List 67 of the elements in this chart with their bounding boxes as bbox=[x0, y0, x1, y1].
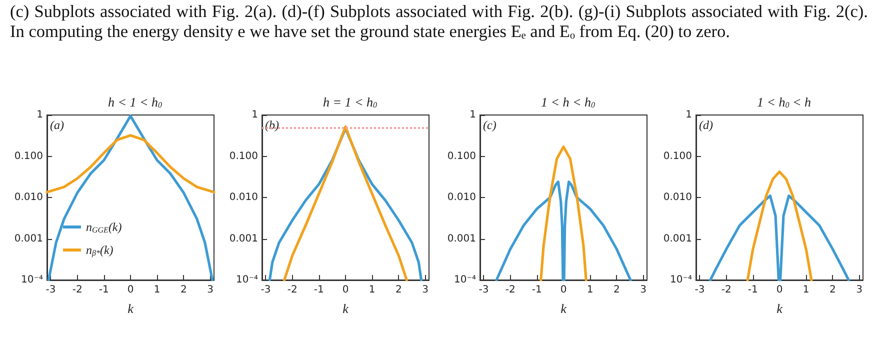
line-series bbox=[495, 180, 632, 282]
x-tick-label: 1 bbox=[586, 284, 594, 296]
y-tick-label: 0.100 bbox=[663, 150, 692, 162]
y-tick-label: 1 bbox=[470, 110, 476, 120]
y-tick-label: 0.100 bbox=[14, 150, 43, 162]
x-tick-label: 2 bbox=[180, 284, 187, 296]
x-tick-label: 0 bbox=[342, 284, 349, 296]
annotation: (c) bbox=[483, 118, 496, 132]
x-tick-label: -3 bbox=[478, 284, 489, 296]
x-axis-title: k bbox=[560, 301, 567, 316]
chart-title: h = 1 < h0 bbox=[322, 94, 378, 110]
x-tick-label: -3 bbox=[694, 284, 705, 296]
chart-title: h < 1 < h0 bbox=[108, 94, 162, 110]
x-tick-label: 1 bbox=[368, 284, 376, 296]
line-series bbox=[540, 145, 588, 282]
x-tick-label: -1 bbox=[314, 284, 324, 296]
x-tick-label: 3 bbox=[207, 284, 214, 296]
x-tick-label: 2 bbox=[613, 284, 620, 296]
x-tick-label: 0 bbox=[127, 284, 134, 296]
annotation: (d) bbox=[699, 118, 713, 132]
x-axis-title: k bbox=[342, 301, 349, 316]
y-tick-label: 0.001 bbox=[229, 233, 258, 244]
x-tick-label: -1 bbox=[98, 284, 109, 296]
x-tick-label: 3 bbox=[422, 284, 428, 296]
y-tick-label: 1 bbox=[252, 110, 258, 120]
y-tick-label: 0.010 bbox=[229, 192, 258, 203]
x-tick-label: -2 bbox=[287, 284, 298, 296]
y-tick-label: 10⁻⁴ bbox=[670, 274, 692, 286]
y-tick-label: 10⁻⁴ bbox=[20, 274, 43, 286]
x-tick-label: 0 bbox=[560, 284, 567, 296]
y-tick-label: 0.010 bbox=[447, 192, 476, 203]
y-tick-label: 0.001 bbox=[447, 233, 476, 244]
text: (c) Subplots associated with Fig. 2(a). (d)-(f) Subplots associated with Fig. 2(b). (g)-(i) Subplots associated with Fig. 2(c). In computing the energy density e we have set the ground state energies Eₑ and Eₒ from Eq. (20) to zero. bbox=[10, 2, 868, 42]
x-tick-label: -2 bbox=[721, 284, 732, 296]
x-tick-label: -1 bbox=[748, 284, 758, 296]
x-tick-label: 2 bbox=[395, 284, 402, 296]
x-tick-label: 1 bbox=[154, 284, 160, 296]
y-tick-label: 0.010 bbox=[663, 192, 692, 203]
x-tick-label: 0 bbox=[776, 284, 783, 296]
y-tick-label: 0.001 bbox=[663, 233, 692, 244]
x-tick-label: -3 bbox=[46, 284, 56, 296]
line-series bbox=[46, 134, 216, 194]
chart-title: 1 < h < h0 bbox=[540, 94, 596, 110]
line-series bbox=[283, 125, 408, 282]
y-tick-label: 0.010 bbox=[14, 192, 43, 203]
line-series bbox=[746, 170, 813, 282]
x-axis-title: k bbox=[128, 301, 134, 316]
x-tick-label: -2 bbox=[72, 284, 82, 296]
annotation: (a) bbox=[50, 118, 64, 132]
y-tick-label: 0.100 bbox=[447, 150, 476, 162]
x-tick-label: -3 bbox=[260, 284, 271, 296]
x-tick-label: 3 bbox=[856, 284, 862, 296]
x-tick-label: 1 bbox=[802, 284, 810, 296]
y-tick-label: 1 bbox=[686, 110, 692, 120]
y-tick-label: 1 bbox=[36, 110, 43, 120]
x-tick-label: -2 bbox=[505, 284, 516, 296]
x-tick-label: 2 bbox=[829, 284, 836, 296]
x-axis-title: k bbox=[776, 301, 783, 316]
x-tick-label: -1 bbox=[532, 284, 542, 296]
y-tick-label: 10⁻⁴ bbox=[454, 274, 476, 286]
chart-title: 1 < h0 < h bbox=[756, 94, 812, 110]
y-tick-label: 10⁻⁴ bbox=[236, 274, 258, 286]
line-series bbox=[47, 114, 214, 282]
y-tick-label: 0.001 bbox=[14, 233, 43, 244]
line-series bbox=[709, 194, 850, 282]
x-tick-label: 3 bbox=[640, 284, 646, 296]
y-tick-label: 0.100 bbox=[229, 150, 258, 162]
